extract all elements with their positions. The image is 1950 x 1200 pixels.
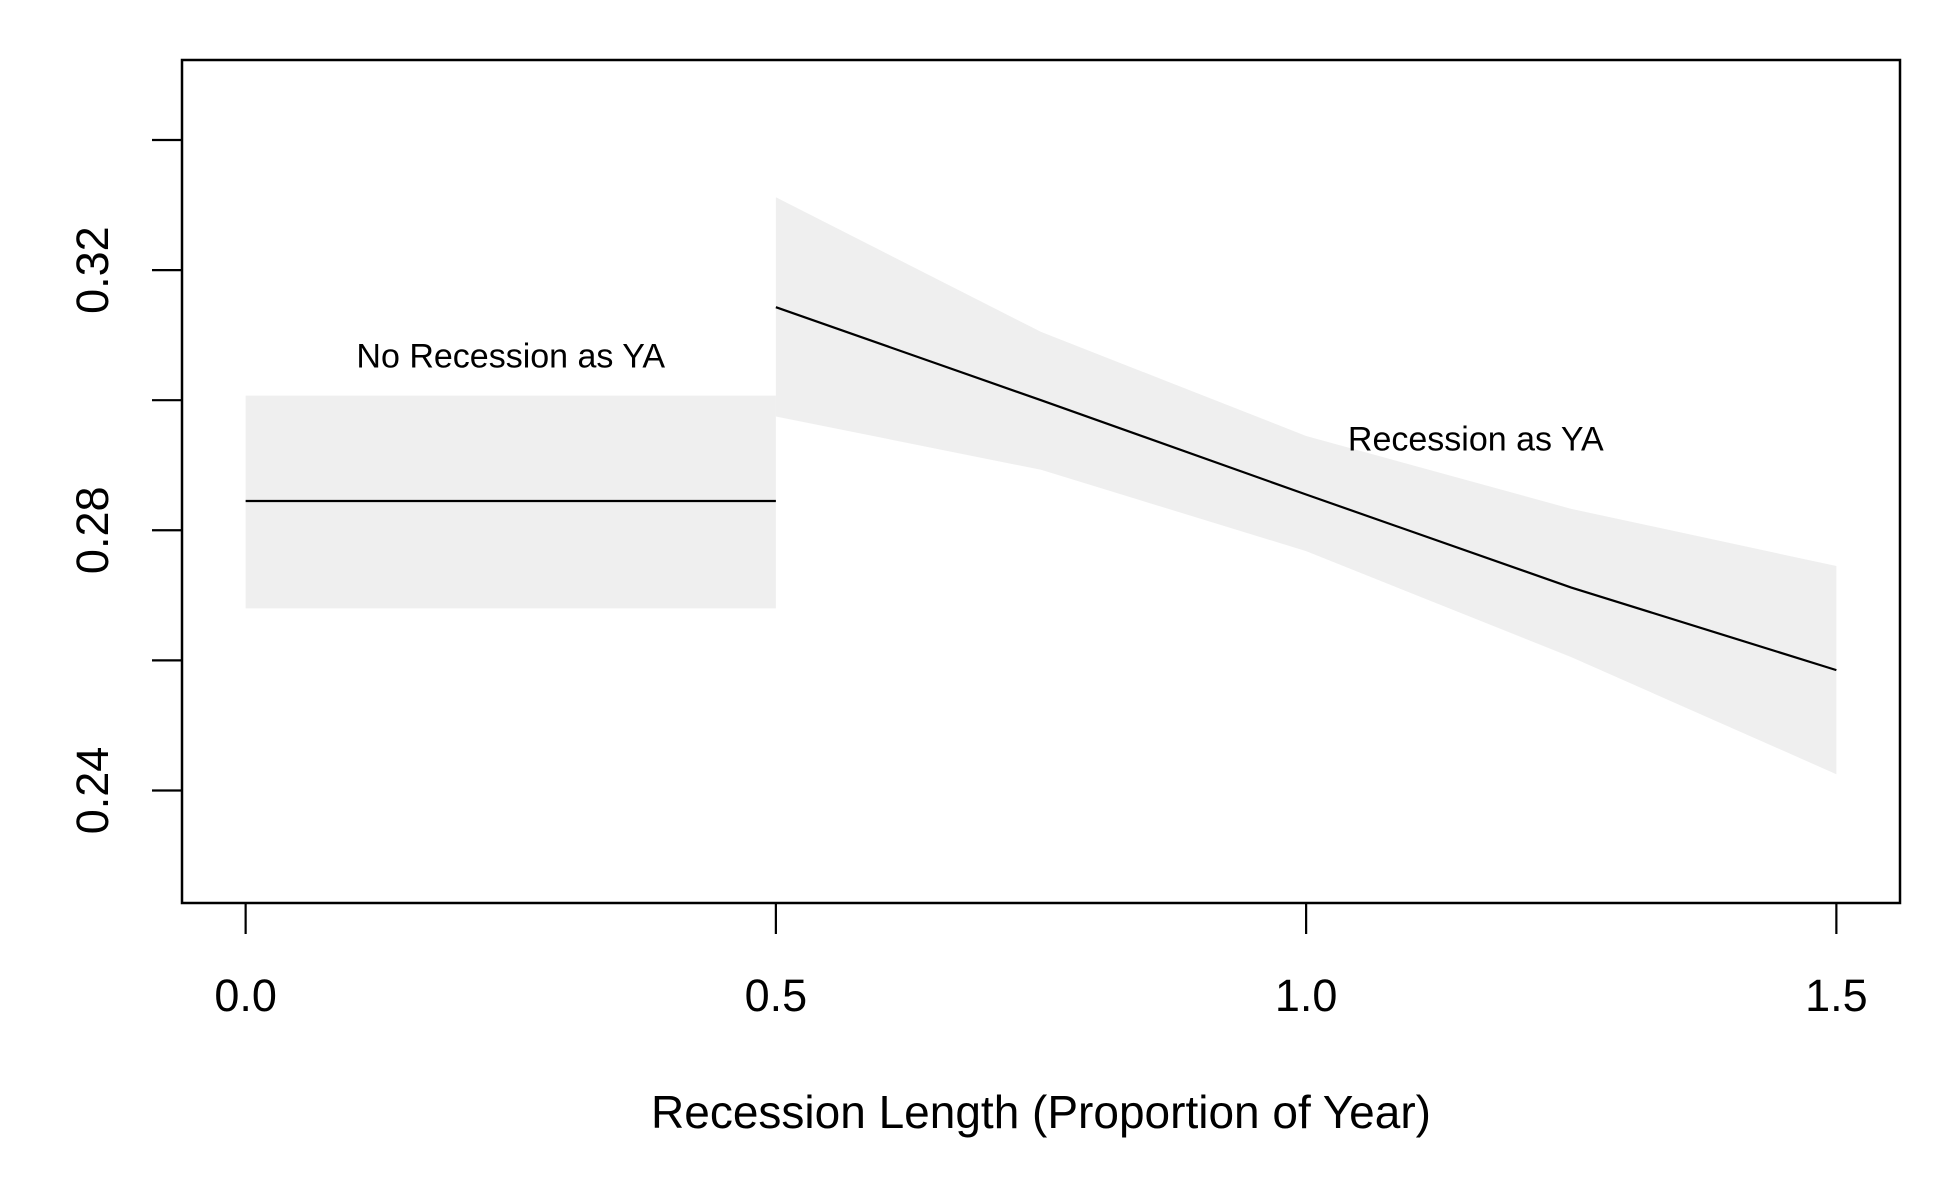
y-tick-label: 0.24 xyxy=(67,747,118,835)
x-axis: 0.0 0.5 1.0 1.5 xyxy=(214,903,1868,1021)
plot-frame xyxy=(180,58,1902,905)
confidence-bands xyxy=(245,197,1837,775)
series-line-2 xyxy=(775,306,1837,672)
y-tick-label: 0.28 xyxy=(67,486,118,574)
y-axis: 0.24 0.28 0.32 xyxy=(67,138,182,835)
series-lines xyxy=(245,306,1837,672)
confidence-band-2 xyxy=(775,197,1837,775)
x-axis-title: Recession Length (Proportion of Year) xyxy=(651,1086,1431,1138)
x-tick-label: 0.0 xyxy=(214,970,277,1021)
x-tick-label: 1.0 xyxy=(1275,970,1338,1021)
x-tick-label: 0.5 xyxy=(745,970,808,1021)
x-tick-label: 1.5 xyxy=(1805,970,1868,1021)
annotation-label: Recession as YA xyxy=(1348,420,1604,458)
annotations: No Recession as YA Recession as YA xyxy=(356,338,1604,459)
annotation-label: No Recession as YA xyxy=(356,338,665,376)
y-tick-label: 0.32 xyxy=(67,226,118,314)
